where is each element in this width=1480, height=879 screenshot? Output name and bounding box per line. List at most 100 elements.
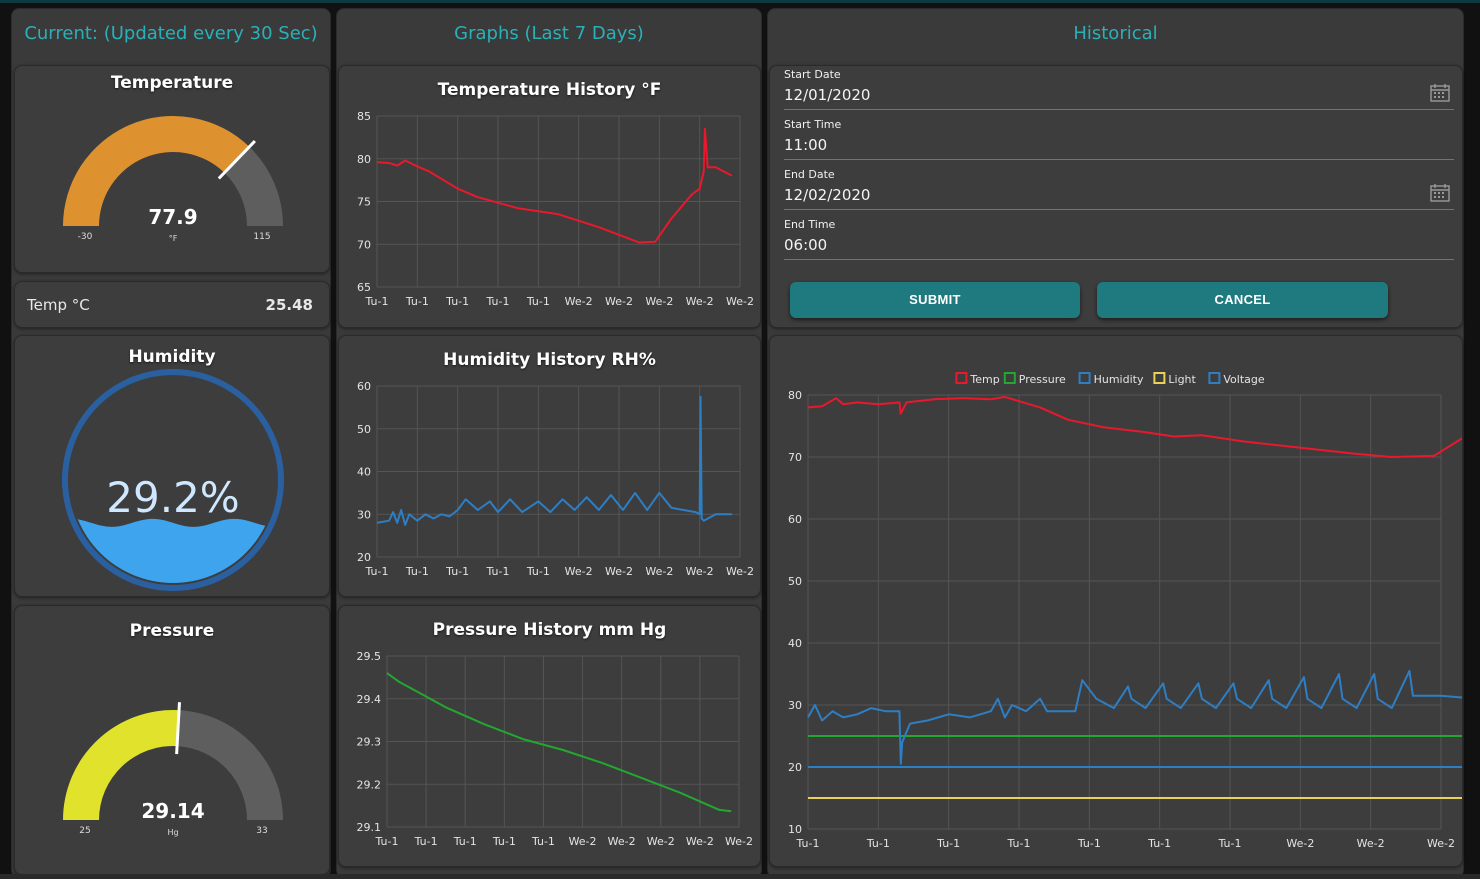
historical-form-card: Start Date 12/01/2020 Start Time 11:00 E… — [769, 65, 1463, 328]
humidity-history-x-tick-label: Tu-1 — [526, 565, 550, 578]
historical-x-tick-label: Tu-1 — [1218, 837, 1242, 850]
temperature-gauge-title: Temperature — [110, 73, 234, 93]
historical-chart-card: 80 70 60 50 40 30 20 10 Tu-1 Tu-1 Tu-1 Tu-1 Tu-1 Tu-1… — [769, 335, 1463, 867]
pressure-gauge-min: 25 — [79, 826, 90, 836]
humidity-history-y-tick-label: 20 — [357, 551, 371, 564]
calendar-icon[interactable] — [1430, 84, 1450, 102]
start-time-value[interactable]: 11:00 — [784, 136, 828, 154]
temperature-gauge-unit: °F — [169, 234, 178, 243]
temperature-history-y-tick-label: 80 — [357, 153, 371, 166]
pressure-history-card: Pressure History mm Hg 29.5 29.4 29.3 29.2 2… — [338, 605, 761, 867]
legend-label-pressure: Pressure — [1019, 373, 1066, 386]
cancel-button[interactable]: CANCEL — [1097, 282, 1388, 318]
group-title-historical: Historical — [1073, 23, 1158, 44]
pressure-history-x-tick-label: We-2 — [725, 835, 753, 848]
historical-y-tick-label: 30 — [788, 699, 802, 712]
humidity-history-y-tick-label: 60 — [357, 380, 371, 393]
temperature-gauge-needle — [217, 139, 256, 180]
humidity-history-y-tick-label: 50 — [357, 423, 371, 436]
legend-label-voltage: Voltage — [1223, 373, 1264, 386]
pressure-gauge: 29.14 Hg 25 33 — [63, 702, 283, 837]
end-date-value[interactable]: 12/02/2020 — [784, 186, 871, 204]
start-date-field[interactable]: Start Date 12/01/2020 — [784, 66, 1454, 110]
temperature-history-y-tick-label: 75 — [357, 196, 371, 209]
humidity-history-x-tick-label: Tu-1 — [445, 565, 469, 578]
temperature-history-x-tick-label: We-2 — [645, 295, 673, 308]
pressure-history-x-tick-label: We-2 — [569, 835, 597, 848]
pressure-history-x-tick-label: We-2 — [608, 835, 636, 848]
temperature-history-y-tick-label: 70 — [357, 238, 371, 251]
temperature-history-y-tick-label: 65 — [357, 281, 371, 294]
humidity-history-x-tick-label: We-2 — [686, 565, 714, 578]
historical-series-humidity — [807, 669, 1462, 765]
temperature-history-x-tick-label: We-2 — [686, 295, 714, 308]
humidity-history-x-tick-label: We-2 — [645, 565, 673, 578]
top-bar — [0, 0, 1480, 3]
legend-swatch-temp — [955, 372, 968, 384]
legend-swatch-voltage — [1208, 372, 1221, 384]
temperature-history-title: Temperature History °F — [437, 80, 662, 100]
pressure-gauge-title: Pressure — [129, 621, 215, 641]
humidity-history-x-tick-label: We-2 — [726, 565, 754, 578]
submit-button[interactable]: SUBMIT — [790, 282, 1080, 318]
humidity-history-x-tick-label: Tu-1 — [405, 565, 429, 578]
historical-x-tick-label: Tu-1 — [1147, 837, 1171, 850]
temp-c-label: Temp °C — [27, 295, 90, 314]
temperature-gauge-card: Temperature 77.9 °F -30 115 — [14, 65, 330, 273]
humidity-history-y-tick-label: 40 — [357, 466, 371, 479]
start-date-value[interactable]: 12/01/2020 — [784, 86, 871, 104]
start-date-label: Start Date — [784, 68, 841, 81]
historical-x-tick-label: Tu-1 — [1007, 837, 1031, 850]
pressure-gauge-max: 33 — [256, 826, 267, 836]
temperature-gauge: 77.9 °F -30 115 — [63, 116, 283, 243]
pressure-history-y-tick-label: 29.2 — [357, 778, 382, 791]
pressure-history-x-tick-label: Tu-1 — [414, 835, 438, 848]
historical-x-tick-label: We-2 — [1286, 837, 1314, 850]
pressure-history-x-tick-label: Tu-1 — [492, 835, 516, 848]
legend-swatch-light — [1153, 372, 1166, 384]
start-time-field[interactable]: Start Time 11:00 — [784, 116, 1454, 160]
historical-x-tick-label: Tu-1 — [796, 837, 820, 850]
humidity-history-x-tick-label: We-2 — [565, 565, 593, 578]
historical-y-tick-label: 20 — [788, 761, 802, 774]
temperature-history-x-tick-label: Tu-1 — [405, 295, 429, 308]
historical-y-tick-label: 70 — [788, 451, 802, 464]
pressure-history-y-tick-label: 29.3 — [357, 736, 382, 749]
humidity-history-y-tick-label: 30 — [357, 508, 371, 521]
end-time-value[interactable]: 06:00 — [784, 236, 828, 254]
legend-label-humidity: Humidity — [1094, 373, 1144, 386]
group-current: Current: (Updated every 30 Sec) Temperat… — [11, 8, 331, 878]
temperature-gauge-value: 77.9 — [148, 205, 197, 229]
temperature-history-x-tick-label: We-2 — [726, 295, 754, 308]
temperature-history-x-tick-label: We-2 — [605, 295, 633, 308]
calendar-icon[interactable] — [1430, 184, 1450, 202]
temperature-gauge-min: -30 — [78, 232, 93, 242]
historical-y-tick-label: 40 — [788, 637, 802, 650]
temperature-history-x-tick-label: Tu-1 — [365, 295, 389, 308]
group-historical: Historical Start Date 12/01/2020 Start T… — [767, 8, 1464, 878]
humidity-gauge-value: 29.2% — [106, 473, 239, 522]
legend-label-light: Light — [1168, 373, 1196, 386]
historical-x-tick-label: We-2 — [1427, 837, 1455, 850]
end-date-field[interactable]: End Date 12/02/2020 — [784, 166, 1454, 210]
temperature-gauge-track — [224, 146, 283, 226]
pressure-history-y-tick-label: 29.1 — [357, 821, 382, 834]
pressure-history-y-tick-label: 29.5 — [357, 650, 382, 663]
pressure-history-x-tick-label: Tu-1 — [453, 835, 477, 848]
historical-series-temp — [807, 395, 1462, 458]
humidity-history-card: Humidity History RH% 60 50 40 30 20 Tu-1 Tu-1 T… — [338, 335, 761, 597]
pressure-history-chart: 29.529.429.329.229.1Tu-1 Tu-1 Tu-1 Tu-1 Tu-1… — [357, 650, 753, 848]
humidity-gauge-card: Humidity 29.2% — [14, 335, 330, 597]
temperature-history-x-tick-label: Tu-1 — [486, 295, 510, 308]
historical-x-tick-label: Tu-1 — [866, 837, 890, 850]
end-time-field[interactable]: End Time 06:00 — [784, 216, 1454, 260]
pressure-gauge-unit: Hg — [167, 828, 178, 837]
pressure-history-series-line — [386, 672, 732, 813]
humidity-history-x-tick-label: Tu-1 — [486, 565, 510, 578]
pressure-history-x-tick-label: Tu-1 — [531, 835, 555, 848]
historical-y-tick-label: 10 — [788, 823, 802, 836]
bottom-strip — [0, 874, 1480, 879]
pressure-gauge-needle — [175, 702, 181, 755]
